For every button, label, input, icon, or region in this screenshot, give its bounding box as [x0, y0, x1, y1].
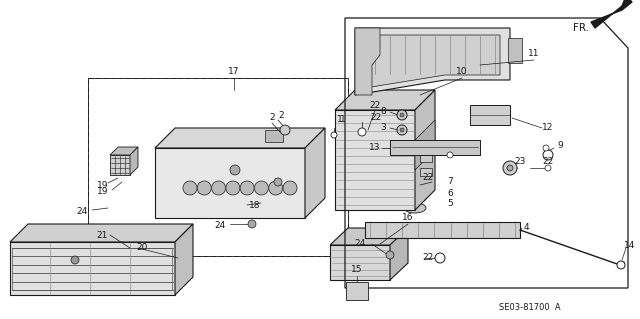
Circle shape [397, 125, 407, 135]
Bar [12, 248, 172, 290]
Text: 19: 19 [97, 181, 109, 189]
Bar [265, 130, 283, 142]
Ellipse shape [404, 203, 426, 213]
Polygon shape [10, 242, 175, 295]
Circle shape [248, 220, 256, 228]
Polygon shape [335, 90, 435, 110]
Polygon shape [155, 128, 325, 148]
Polygon shape [10, 224, 193, 242]
Polygon shape [390, 140, 480, 155]
Text: 5: 5 [447, 199, 453, 209]
Text: 8: 8 [380, 108, 386, 116]
Text: 15: 15 [351, 265, 363, 275]
Polygon shape [335, 110, 415, 210]
Text: SE03-81700  A: SE03-81700 A [499, 303, 561, 313]
Bar [88, 78, 348, 256]
Text: FR.: FR. [573, 23, 589, 33]
Text: 18: 18 [249, 201, 260, 210]
Polygon shape [330, 245, 390, 280]
Text: 24: 24 [355, 240, 365, 249]
Bar [420, 168, 432, 176]
Circle shape [274, 178, 282, 186]
Circle shape [255, 181, 268, 195]
Circle shape [240, 181, 254, 195]
Ellipse shape [404, 183, 426, 193]
Circle shape [503, 161, 517, 175]
Circle shape [386, 251, 394, 259]
Circle shape [183, 181, 197, 195]
Text: 22: 22 [422, 174, 434, 182]
Text: 19: 19 [97, 188, 109, 197]
Polygon shape [415, 90, 435, 210]
Text: 21: 21 [96, 231, 108, 240]
Circle shape [545, 165, 551, 171]
Text: 22: 22 [370, 114, 381, 122]
Polygon shape [130, 147, 138, 175]
Bar [88, 78, 348, 256]
Polygon shape [591, 0, 632, 28]
Circle shape [269, 181, 283, 195]
Circle shape [543, 150, 553, 160]
Polygon shape [355, 28, 510, 95]
Text: 2: 2 [278, 112, 284, 121]
Polygon shape [305, 128, 325, 218]
Circle shape [397, 110, 407, 120]
Polygon shape [390, 228, 408, 280]
Circle shape [280, 125, 290, 135]
Text: 22: 22 [369, 100, 381, 109]
Circle shape [230, 165, 240, 175]
Text: 24: 24 [76, 207, 88, 217]
Polygon shape [110, 155, 130, 175]
Polygon shape [365, 222, 520, 238]
Polygon shape [110, 147, 138, 155]
Polygon shape [415, 120, 435, 170]
Text: 11: 11 [528, 49, 540, 58]
Circle shape [400, 128, 404, 132]
Circle shape [212, 181, 225, 195]
Circle shape [226, 181, 240, 195]
Ellipse shape [404, 193, 426, 203]
Circle shape [197, 181, 211, 195]
Text: 23: 23 [515, 158, 525, 167]
Circle shape [447, 152, 453, 158]
Text: 17: 17 [228, 68, 240, 77]
Text: 2: 2 [269, 114, 275, 122]
Polygon shape [330, 228, 408, 245]
Polygon shape [365, 35, 500, 88]
Circle shape [507, 165, 513, 171]
Text: 4: 4 [523, 224, 529, 233]
Circle shape [331, 132, 337, 138]
Bar [420, 152, 432, 162]
Text: 14: 14 [624, 241, 636, 249]
Text: 16: 16 [403, 213, 413, 222]
Circle shape [543, 145, 549, 151]
Text: 1: 1 [337, 115, 343, 124]
Bar [508, 38, 522, 63]
Circle shape [400, 113, 404, 117]
Bar [346, 282, 368, 300]
Circle shape [71, 256, 79, 264]
Circle shape [617, 261, 625, 269]
Text: 7: 7 [447, 177, 453, 187]
Text: 22: 22 [422, 254, 434, 263]
Text: 12: 12 [542, 123, 554, 132]
Polygon shape [470, 105, 510, 125]
Polygon shape [155, 148, 305, 218]
Text: 22: 22 [542, 158, 554, 167]
Text: 9: 9 [557, 140, 563, 150]
Circle shape [358, 128, 366, 136]
Text: 20: 20 [136, 243, 148, 253]
Circle shape [283, 181, 297, 195]
Text: 1: 1 [340, 115, 346, 124]
Text: 6: 6 [447, 189, 453, 197]
Text: 3: 3 [380, 123, 386, 132]
Circle shape [435, 253, 445, 263]
Polygon shape [175, 224, 193, 295]
Text: 10: 10 [456, 68, 468, 77]
Polygon shape [355, 28, 380, 95]
FancyBboxPatch shape [216, 198, 248, 216]
Text: 13: 13 [369, 144, 381, 152]
Text: 24: 24 [214, 220, 226, 229]
